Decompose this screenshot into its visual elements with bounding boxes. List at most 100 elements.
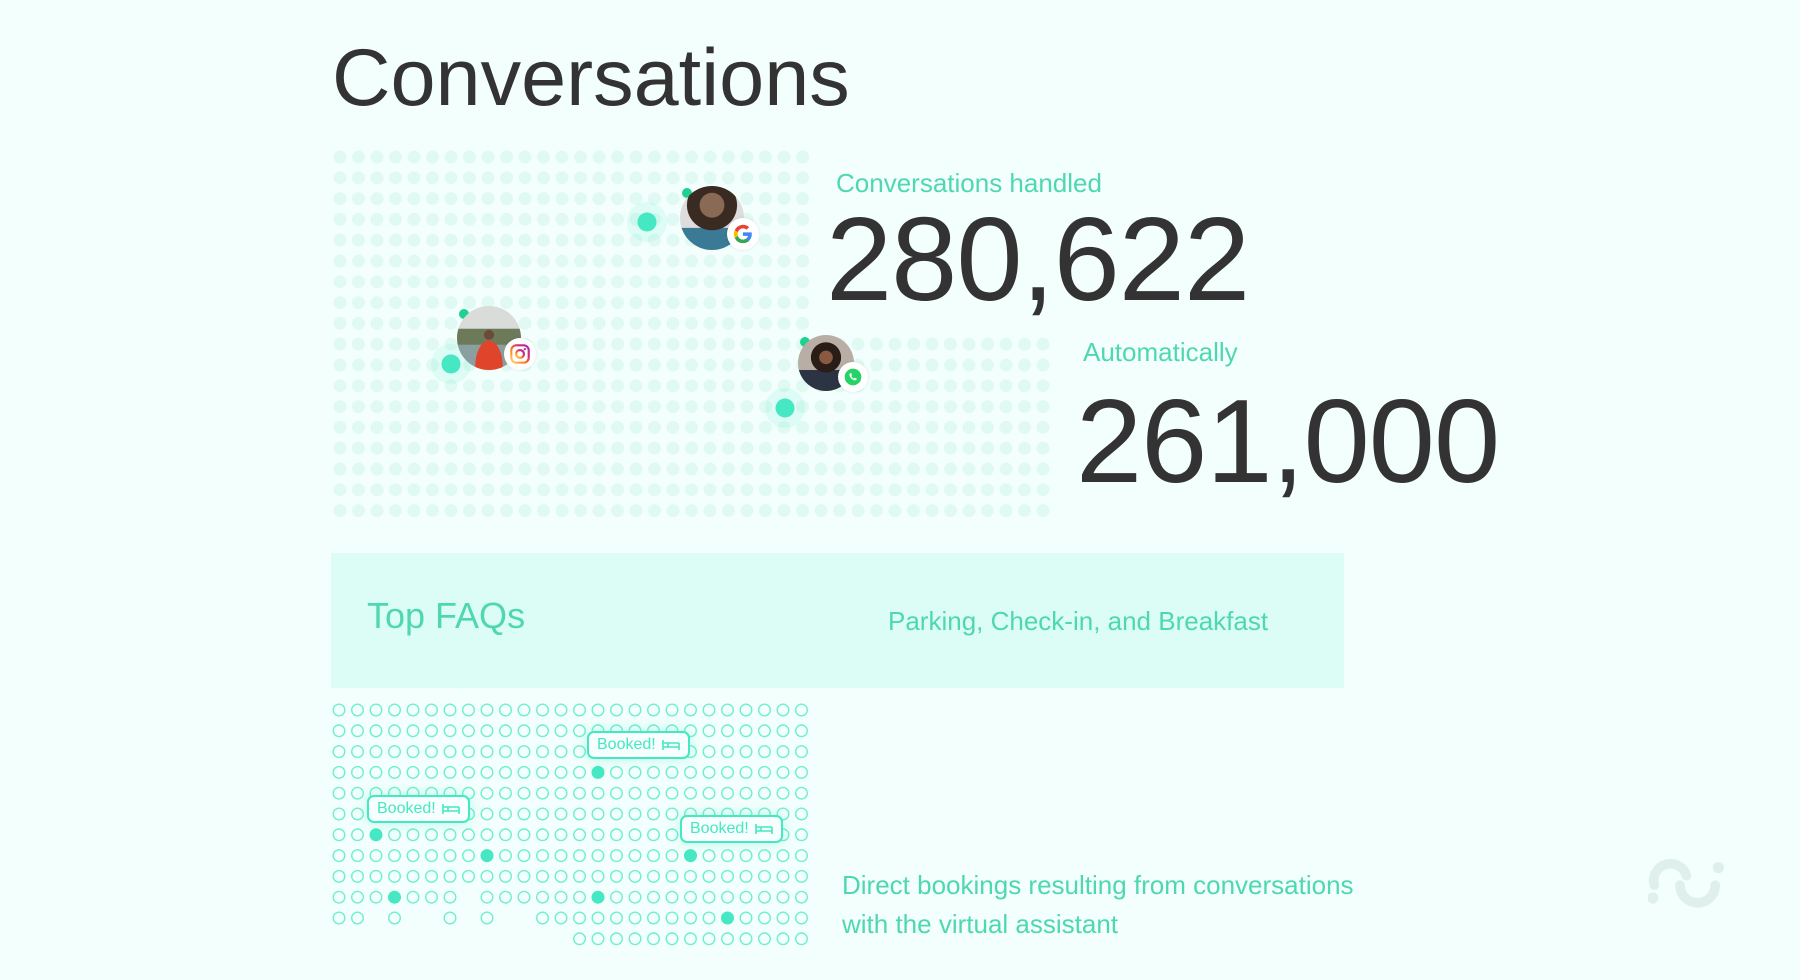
grid-dot <box>722 296 735 310</box>
booking-dot <box>665 869 679 883</box>
grid-dot <box>685 504 698 518</box>
grid-dot <box>740 358 754 372</box>
booking-dot <box>443 703 457 717</box>
bed-icon <box>661 740 680 750</box>
grid-dot <box>500 441 513 455</box>
grid-dot <box>888 483 902 497</box>
booking-dot <box>425 703 439 717</box>
grid-dot <box>352 296 365 310</box>
booking-dot <box>647 869 661 883</box>
grid-dot <box>352 379 365 393</box>
grid-dot <box>444 296 458 310</box>
booking-dot <box>499 869 513 883</box>
grid-dot <box>500 275 513 289</box>
booking-dot <box>517 849 531 863</box>
booking-dot <box>388 724 402 738</box>
grid-dot <box>555 483 569 497</box>
grid-dot <box>703 275 717 289</box>
booking-dot <box>739 765 753 779</box>
grid-dot <box>555 358 569 372</box>
booking-dot <box>499 890 513 904</box>
grid-dot <box>407 254 421 268</box>
grid-dot <box>370 275 384 289</box>
booking-dot <box>462 765 476 779</box>
booking-dot <box>332 703 346 717</box>
grid-dot <box>888 504 902 518</box>
grid-dot <box>333 337 347 351</box>
grid-dot <box>703 441 717 455</box>
grid-dot <box>740 316 754 330</box>
grid-dot <box>481 233 495 247</box>
grid-dot <box>944 483 957 497</box>
grid-dot <box>537 358 550 372</box>
grid-dot <box>555 275 569 289</box>
grid-dot <box>925 462 939 476</box>
booking-dot <box>702 911 716 925</box>
booking-dot <box>554 765 568 779</box>
booking-dot <box>573 911 587 925</box>
grid-dot <box>333 296 347 310</box>
booking-dot <box>573 807 587 821</box>
grid-dot <box>352 275 365 289</box>
grid-dot <box>777 420 791 434</box>
grid-dot <box>518 254 532 268</box>
booking-dot <box>499 765 513 779</box>
grid-dot <box>389 483 402 497</box>
grid-dot <box>944 379 957 393</box>
booking-dot <box>499 745 513 759</box>
grid-dot <box>518 400 532 414</box>
grid-dot <box>444 462 458 476</box>
grid-dot <box>629 233 643 247</box>
booking-dot-filled <box>369 828 383 842</box>
grid-dot <box>722 254 735 268</box>
grid-dot <box>500 504 513 518</box>
grid-dot <box>629 379 643 393</box>
grid-dot <box>796 441 809 455</box>
grid-dot <box>389 337 402 351</box>
brand-logo <box>1648 858 1724 908</box>
grid-dot <box>574 316 587 330</box>
booking-dot <box>684 786 698 800</box>
booking-dot <box>351 765 365 779</box>
grid-dot <box>611 337 624 351</box>
booking-dot <box>795 786 809 800</box>
grid-dot <box>1036 358 1050 372</box>
booking-dot <box>462 849 476 863</box>
grid-dot <box>370 296 384 310</box>
grid-dot <box>981 358 994 372</box>
grid-dot <box>555 337 569 351</box>
grid-dot <box>444 254 458 268</box>
booking-dot <box>443 724 457 738</box>
grid-dot <box>629 192 643 206</box>
grid-dot <box>407 316 421 330</box>
grid-dot <box>463 254 476 268</box>
grid-dot <box>796 192 809 206</box>
booking-dot <box>776 786 790 800</box>
grid-dot <box>648 420 661 434</box>
grid-dot <box>500 254 513 268</box>
grid-dot <box>537 275 550 289</box>
grid-dot <box>1018 337 1031 351</box>
booking-dot <box>684 869 698 883</box>
grid-dot <box>389 400 402 414</box>
grid-dot <box>500 192 513 206</box>
grid-dot <box>999 441 1013 455</box>
booking-dot <box>776 890 790 904</box>
grid-dot <box>870 504 883 518</box>
grid-dot <box>444 337 458 351</box>
booking-dot <box>702 786 716 800</box>
booking-dot <box>776 849 790 863</box>
grid-dot <box>611 233 624 247</box>
grid-dot <box>796 296 809 310</box>
grid-dot <box>759 441 772 455</box>
booking-dot <box>388 765 402 779</box>
grid-dot <box>888 400 902 414</box>
booking-dot-filled <box>684 849 697 863</box>
grid-dot <box>481 462 495 476</box>
booking-dot <box>795 869 809 883</box>
grid-dot <box>574 337 587 351</box>
grid-dot <box>574 483 587 497</box>
bookings-description-line1: Direct bookings resulting from conversat… <box>842 870 1354 900</box>
grid-dot <box>629 441 643 455</box>
